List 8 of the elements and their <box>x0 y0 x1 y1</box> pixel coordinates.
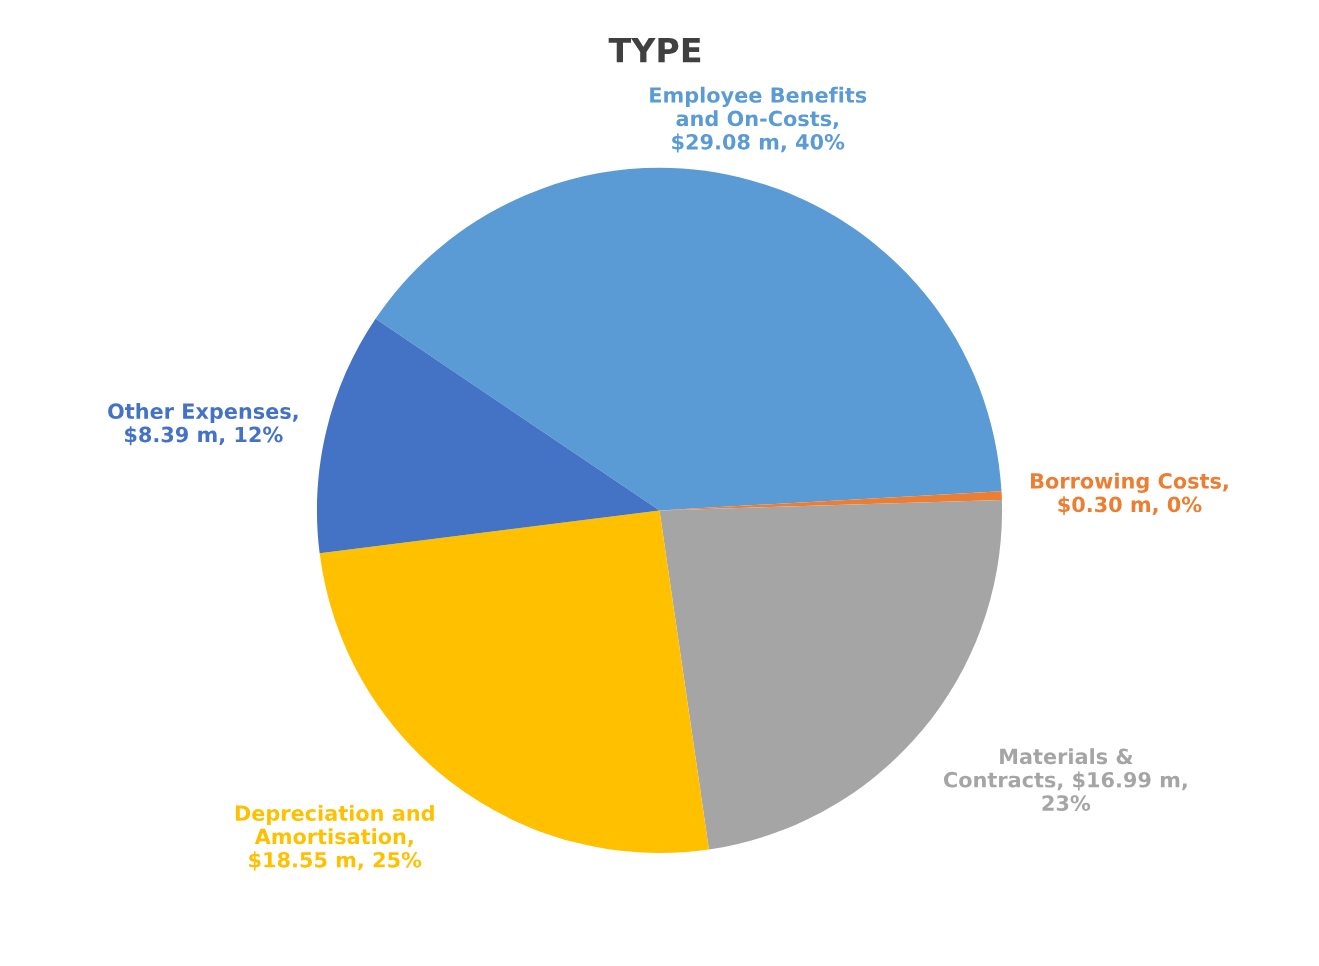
pie-slice <box>316 318 660 554</box>
slice-label: Employee Benefits and On-Costs, $29.08 m, 40% <box>650 86 867 153</box>
slice-label: Materials & Contracts, $16.99 m, 23% <box>943 748 1187 811</box>
slice-label: Depreciation and Amortisation, $18.55 m, 25% <box>235 804 434 871</box>
chart-title: TYPE <box>608 38 701 63</box>
slice-label: Other Expenses, $8.39 m, 12% <box>108 402 298 446</box>
pie-slice <box>375 167 1002 511</box>
slice-label: Borrowing Costs, $0.30 m, 0% <box>1031 472 1228 516</box>
